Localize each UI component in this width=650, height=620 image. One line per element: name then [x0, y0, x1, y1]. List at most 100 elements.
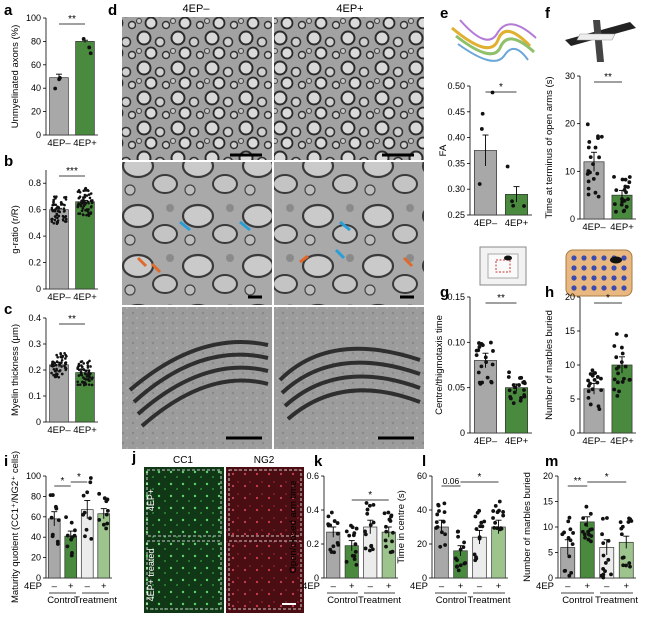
data-point	[105, 521, 110, 526]
data-point	[585, 122, 590, 127]
data-point	[586, 179, 591, 184]
data-point	[50, 217, 53, 221]
marble-dot	[571, 265, 577, 271]
x-tick-label: 4EP–	[582, 222, 606, 233]
data-point	[78, 191, 82, 194]
data-point	[614, 355, 619, 360]
marble-dot	[571, 285, 577, 291]
data-point	[80, 199, 83, 202]
data-point	[57, 77, 61, 82]
data-point	[628, 564, 632, 569]
y-tick-label: 20	[565, 292, 575, 302]
data-point	[58, 369, 61, 373]
data-point	[492, 525, 497, 530]
data-point	[85, 490, 90, 495]
data-point	[511, 383, 516, 387]
significance-label: **	[68, 14, 76, 25]
data-point	[85, 194, 89, 197]
data-point	[588, 402, 593, 407]
data-point	[623, 177, 628, 182]
panel-letter-h: h	[545, 284, 554, 301]
data-point	[60, 202, 64, 206]
data-point	[489, 379, 494, 384]
data-point	[50, 534, 55, 539]
data-point	[479, 364, 484, 369]
data-point	[76, 366, 80, 369]
data-point	[83, 377, 86, 381]
data-point	[354, 562, 359, 567]
data-point	[335, 521, 340, 525]
marble-dot	[581, 255, 587, 261]
marble-dot	[601, 285, 607, 291]
data-point	[442, 510, 447, 515]
row-label-4ep: 4EP	[536, 581, 554, 592]
data-point	[612, 202, 617, 207]
data-point	[62, 216, 66, 219]
data-point	[81, 380, 84, 384]
data-point	[584, 522, 588, 527]
data-point	[482, 519, 487, 524]
data-point	[54, 216, 58, 219]
fluor-row-label-top: 4EP+	[146, 489, 156, 511]
data-point	[518, 398, 523, 403]
data-point	[455, 529, 460, 534]
data-point	[88, 196, 92, 200]
marble-dot	[581, 275, 587, 281]
data-point	[344, 559, 349, 564]
y-tick-label: 40	[31, 83, 41, 93]
blue-arrow-icon	[339, 220, 351, 232]
orange-arrow-icon	[136, 256, 148, 268]
chart-panel-f: f 0 10 20 30 Time at terminus of open arms (s…	[544, 5, 636, 233]
data-point	[104, 526, 109, 531]
data-point	[367, 503, 372, 508]
data-point	[491, 516, 495, 520]
bar-l-3	[491, 526, 506, 579]
y-tick-label: 0.2	[28, 258, 41, 268]
data-point	[566, 519, 571, 524]
data-point	[87, 189, 90, 193]
data-point	[453, 556, 458, 561]
bar-k-3	[381, 531, 396, 579]
x-tick-label: 4EP+	[610, 222, 634, 233]
data-point	[59, 351, 62, 355]
x-tick-label: 4EP–	[47, 138, 71, 149]
data-point	[54, 197, 57, 200]
data-point	[384, 524, 388, 529]
data-point	[54, 363, 58, 367]
x-tick-label: –	[368, 581, 374, 592]
data-point	[606, 538, 611, 543]
data-point	[63, 196, 66, 199]
data-point	[65, 354, 68, 358]
data-point	[522, 379, 527, 384]
data-point	[590, 527, 594, 532]
data-point	[85, 369, 88, 373]
data-point	[81, 207, 85, 210]
data-point	[89, 211, 93, 214]
data-point	[79, 370, 83, 374]
data-point	[569, 570, 574, 575]
data-point	[87, 377, 90, 381]
data-point	[600, 516, 605, 521]
data-point	[370, 547, 375, 552]
data-point	[86, 366, 90, 369]
data-point	[507, 370, 511, 375]
data-point	[493, 520, 498, 525]
y-tick-label: 60	[31, 512, 41, 522]
data-point	[53, 218, 57, 222]
data-point	[456, 568, 461, 573]
marble-dot	[591, 285, 597, 291]
x-tick-label: +	[584, 581, 590, 592]
em-image-mid-minus	[122, 162, 272, 305]
data-point	[367, 548, 372, 553]
data-point	[605, 516, 609, 520]
data-point	[353, 549, 358, 554]
data-point	[627, 180, 632, 185]
data-point	[441, 519, 446, 524]
data-point	[501, 510, 505, 514]
data-point	[52, 221, 56, 225]
y-tick-label: 15	[543, 497, 553, 507]
data-point	[623, 184, 628, 189]
y-axis-label: Time at terminus of open arms (s)	[544, 76, 555, 218]
data-point	[505, 164, 510, 169]
data-point	[85, 213, 88, 217]
